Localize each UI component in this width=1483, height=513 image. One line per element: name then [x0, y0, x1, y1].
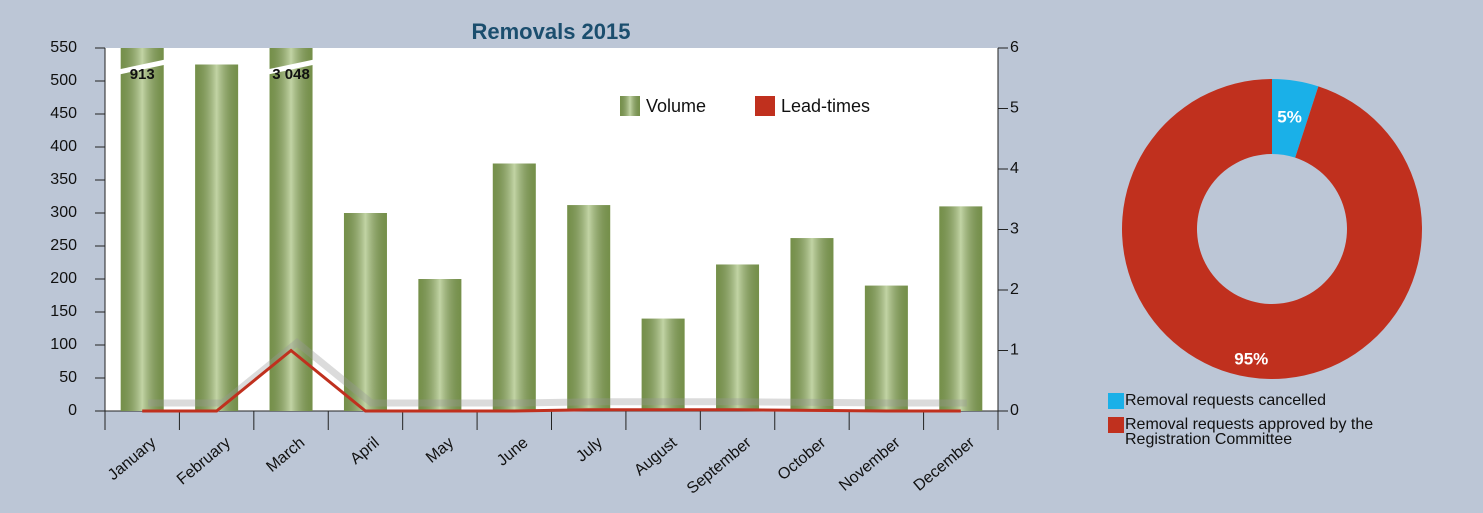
plot-clip	[120, 48, 983, 411]
y-tick-label: 0	[68, 402, 77, 419]
bar-shine	[343, 213, 387, 411]
y-tick-label: 300	[50, 204, 77, 221]
legend-label: Removal requests approved by the Registr…	[1125, 416, 1374, 448]
legend-swatch	[1108, 417, 1124, 433]
x-tick-label: February	[174, 434, 234, 488]
bar-shine	[492, 163, 536, 411]
slice-label: 95%	[1234, 349, 1268, 368]
bar-shine	[716, 264, 760, 411]
y2-tick-label: 4	[1010, 160, 1019, 177]
y2-tick-label: 0	[1010, 402, 1019, 419]
x-tick-label: March	[263, 434, 308, 476]
y2-tick-label: 2	[1010, 281, 1019, 298]
plot-area	[105, 48, 998, 411]
slice-label: 5%	[1277, 107, 1302, 126]
x-tick-label: August	[631, 434, 681, 479]
x-tick-label: December	[911, 434, 979, 495]
y-tick-label: 200	[50, 270, 77, 287]
bar-shine	[195, 64, 239, 411]
legend-label: Removal requests cancelled	[1125, 392, 1326, 409]
bar-shine	[939, 206, 983, 411]
bar-break	[267, 59, 316, 75]
donut-slice	[1122, 79, 1422, 379]
x-tick-label: July	[573, 434, 606, 465]
x-tick-label: April	[347, 434, 382, 468]
x-tick-label: September	[684, 434, 755, 498]
legend-label: Lead-times	[781, 96, 870, 116]
y-tick-label: 400	[50, 138, 77, 155]
bar-shine	[790, 238, 834, 411]
y2-tick-label: 6	[1010, 39, 1019, 56]
x-tick-label: May	[423, 434, 457, 466]
legend-label: Volume	[646, 96, 706, 116]
bar-shine	[120, 48, 164, 411]
chart-title: Removals 2015	[472, 19, 631, 44]
y-tick-label: 450	[50, 105, 77, 122]
y2-tick-label: 5	[1010, 100, 1019, 117]
line-shadow	[148, 337, 967, 407]
y-tick-label: 100	[50, 336, 77, 353]
y-tick-label: 550	[50, 39, 77, 56]
bar-shine	[418, 279, 462, 411]
y-tick-label: 150	[50, 303, 77, 320]
y-tick-label: 50	[59, 369, 77, 386]
legend-swatch	[1108, 393, 1124, 409]
y-tick-label: 250	[50, 237, 77, 254]
bar-break	[118, 59, 167, 75]
y-tick-label: 350	[50, 171, 77, 188]
y-tick-label: 500	[50, 72, 77, 89]
y2-tick-label: 1	[1010, 342, 1019, 359]
legend-swatch	[755, 96, 775, 116]
bar-shine	[864, 285, 908, 411]
bar-shine	[567, 205, 611, 411]
legend-shine	[620, 96, 640, 116]
x-tick-label: June	[494, 434, 532, 469]
line	[142, 348, 961, 413]
y2-tick-label: 3	[1010, 221, 1019, 238]
x-tick-label: January	[105, 434, 160, 484]
data-label: 913	[130, 66, 155, 83]
x-tick-label: October	[775, 434, 830, 484]
data-label: 3 048	[272, 66, 310, 83]
donut-slice	[1272, 79, 1319, 158]
x-tick-label: November	[836, 434, 904, 495]
bar-shine	[641, 318, 685, 411]
